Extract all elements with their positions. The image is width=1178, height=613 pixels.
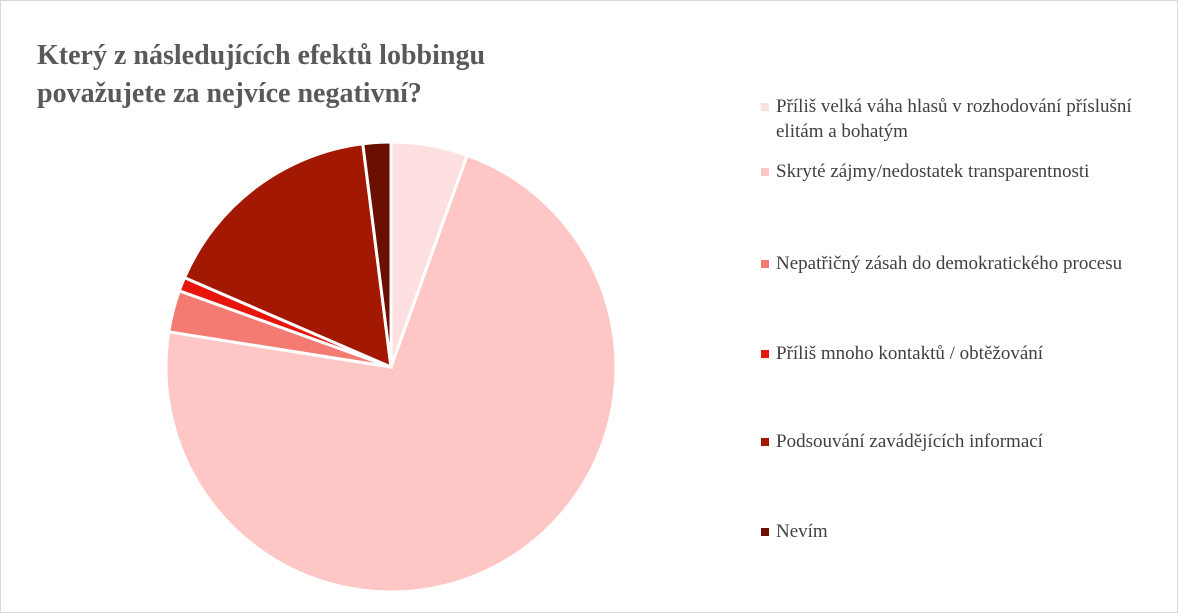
legend-swatch bbox=[761, 260, 769, 268]
legend-swatch bbox=[761, 350, 769, 358]
legend-item: Příliš mnoho kontaktů / obtěžování bbox=[761, 341, 1176, 366]
pie-slice bbox=[361, 140, 393, 368]
legend-label: Skryté zájmy/nedostatek transparentnosti bbox=[776, 161, 1090, 182]
legend-swatch bbox=[761, 438, 769, 446]
legend-swatch bbox=[761, 103, 769, 111]
pie-slice bbox=[182, 142, 393, 370]
legend-label: Nepatřičný zásah do demokratického proce… bbox=[776, 253, 1123, 274]
legend-swatch bbox=[761, 168, 769, 176]
legend-item: Skryté zájmy/nedostatek transparentnosti bbox=[761, 159, 1176, 184]
legend-item: Nevím bbox=[761, 519, 1176, 544]
legend-item: Podsouvání zavádějících informací bbox=[761, 429, 1176, 454]
legend-label: Nevím bbox=[776, 521, 828, 542]
legend-item: Příliš velká váha hlasů v rozhodování př… bbox=[761, 94, 1146, 144]
legend-item: Nepatřičný zásah do demokratického proce… bbox=[761, 251, 1146, 276]
pie-slice bbox=[164, 153, 618, 594]
legend-label: Podsouvání zavádějících informací bbox=[776, 431, 1043, 452]
legend-label: Příliš mnoho kontaktů / obtěžování bbox=[776, 343, 1044, 364]
chart-title: Který z následujících efektů lobbingu po… bbox=[37, 40, 486, 109]
legend-label: Příliš velká váha hlasů v rozhodování př… bbox=[776, 96, 1132, 142]
legend-swatch bbox=[761, 528, 769, 536]
